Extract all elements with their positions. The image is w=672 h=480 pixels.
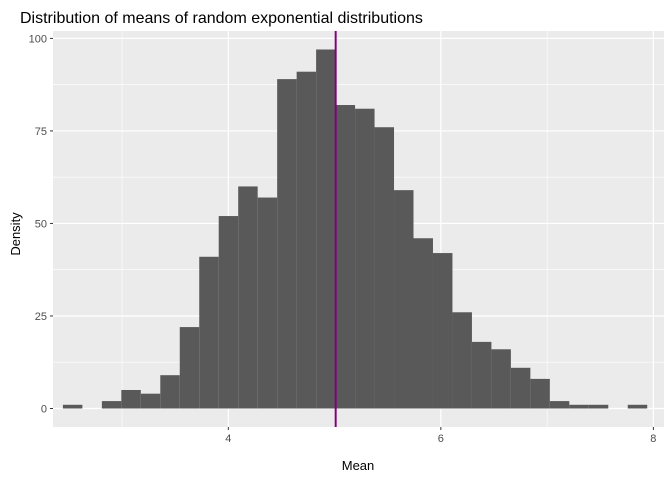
histogram-bar [432, 253, 453, 409]
histogram-bar [199, 256, 219, 409]
histogram-bar [413, 238, 433, 409]
histogram-bar [471, 341, 492, 409]
y-tick-label: 25 [35, 311, 47, 323]
histogram-bar [627, 404, 648, 409]
y-tick-label: 75 [35, 126, 47, 138]
chart-title: Distribution of means of random exponent… [20, 10, 423, 27]
histogram-bar [101, 401, 122, 409]
y-tick-label: 100 [29, 33, 47, 45]
x-tick-label: 4 [225, 433, 231, 445]
histogram-bars [62, 49, 648, 409]
histogram-bar [355, 108, 375, 409]
histogram-bar [179, 327, 200, 409]
histogram-bar [491, 349, 511, 409]
histogram-bar [160, 375, 180, 409]
histogram-bar [588, 404, 609, 409]
y-tick-label: 50 [35, 218, 47, 230]
histogram-bar [218, 216, 239, 409]
histogram-bar [549, 401, 570, 409]
histogram-bar [510, 367, 531, 409]
x-tick-label: 8 [650, 433, 656, 445]
histogram-bar [569, 404, 589, 409]
axis-ticks: 0 25 50 75 100 4 6 8 [29, 33, 657, 445]
y-tick-label: 0 [41, 403, 47, 415]
x-tick-label: 6 [438, 433, 444, 445]
histogram-bar [296, 71, 317, 409]
y-axis-title: Density [8, 212, 23, 256]
histogram-bar [335, 105, 356, 409]
histogram-bar [62, 404, 83, 409]
histogram-bar [394, 190, 414, 409]
histogram-bar [452, 312, 472, 409]
histogram-bar [374, 127, 395, 409]
x-axis-title: Mean [342, 458, 375, 473]
histogram-bar [140, 393, 161, 409]
histogram-bar [238, 186, 258, 409]
histogram-bar [530, 378, 550, 409]
histogram-bar [121, 389, 141, 409]
histogram-bar [257, 197, 278, 409]
histogram-bar [316, 49, 336, 409]
histogram-bar [277, 79, 297, 409]
